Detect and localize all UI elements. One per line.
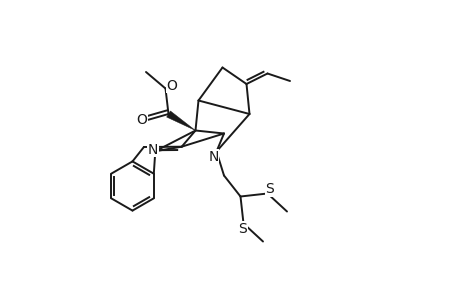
Text: S: S: [238, 222, 247, 236]
Text: N: N: [147, 143, 158, 157]
Polygon shape: [166, 111, 195, 130]
Text: N: N: [208, 150, 218, 164]
Text: S: S: [265, 182, 274, 196]
Text: O: O: [136, 113, 146, 127]
Text: O: O: [166, 79, 177, 92]
